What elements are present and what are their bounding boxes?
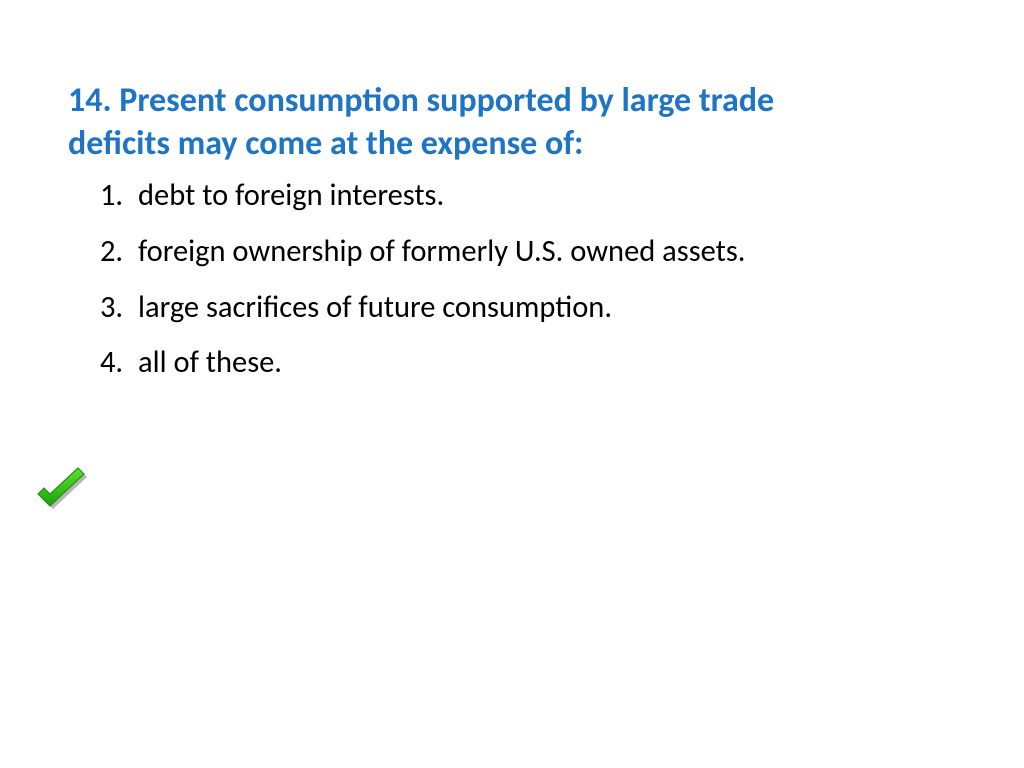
answer-option-1: debt to foreign interests. xyxy=(130,173,944,219)
answer-option-2: foreign ownership of formerly U.S. owned… xyxy=(130,229,944,275)
question-heading: 14. Present consumption supported by lar… xyxy=(68,80,788,165)
answer-option-3: large sacrifices of future consumption. xyxy=(130,285,944,331)
answer-list: debt to foreign interests. foreign owner… xyxy=(68,173,944,386)
answer-option-4: all of these. xyxy=(130,340,944,386)
correct-answer-checkmark-icon xyxy=(34,466,92,524)
slide-container: 14. Present consumption supported by lar… xyxy=(0,0,1024,768)
